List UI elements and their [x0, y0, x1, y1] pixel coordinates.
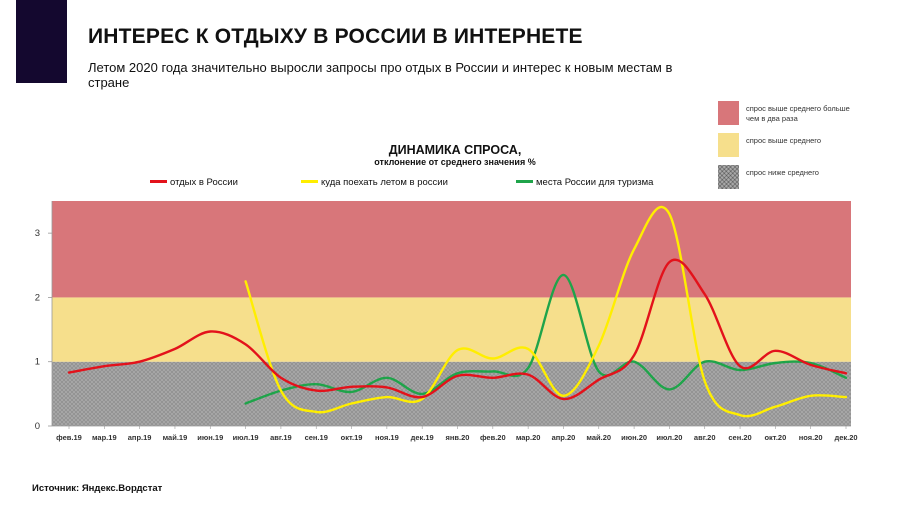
x-tick-label: май.20	[586, 433, 611, 442]
legend-line-green	[516, 179, 533, 183]
series-line-1	[244, 205, 848, 418]
x-tick-label: окт.19	[341, 433, 363, 442]
x-tick-label: авг.20	[694, 433, 716, 442]
chart-title: ДИНАМИКА СПРОСА,	[388, 143, 522, 157]
zone-label-above: спрос выше среднего	[746, 136, 821, 145]
page-subtitle: Летом 2020 года значительно выросли запр…	[88, 60, 673, 90]
x-tick-label: сен.20	[728, 433, 751, 442]
legend-item-mesta: места России для туризма	[516, 177, 653, 189]
x-tick-label: ноя.19	[375, 433, 399, 442]
x-tick-label: июл.19	[233, 433, 259, 442]
y-tick-label: 3	[35, 228, 40, 239]
legend-label-mesta: места России для туризма	[536, 177, 654, 188]
zone-label-high: спрос выше среднего больше чем в два раз…	[746, 104, 850, 123]
x-tick-label: апр.20	[552, 433, 576, 442]
x-tick-label: мар.19	[92, 433, 117, 442]
accent-bar	[16, 0, 67, 83]
zone-swatch-above	[718, 133, 739, 157]
x-tick-label: сен.19	[305, 433, 328, 442]
zone-legend-item-high: спрос выше среднего больше чем в два раз…	[718, 101, 898, 125]
page-title: ИНТЕРЕС К ОТДЫХУ В РОССИИ В ИНТЕРНЕТЕ	[88, 25, 583, 48]
x-tick-label: дек.19	[411, 433, 434, 442]
zones-legend: спрос выше среднего больше чем в два раз…	[718, 101, 898, 197]
zone-legend-item-below: спрос ниже среднего	[718, 165, 898, 189]
band-2	[52, 201, 851, 298]
source-note: Источник: Яндекс.Вордстат	[32, 483, 163, 494]
series-legend: отдых в России куда поехать летом в росс…	[0, 177, 900, 191]
x-tick-label: авг.19	[270, 433, 292, 442]
band-1	[52, 297, 851, 362]
x-tick-label: апр.19	[128, 433, 152, 442]
x-tick-label: ноя.20	[799, 433, 823, 442]
x-tick-label: фев.19	[56, 433, 82, 442]
y-tick-label: 2	[35, 292, 40, 303]
x-tick-label: июн.20	[621, 433, 647, 442]
x-tick-label: янв.20	[446, 433, 470, 442]
zone-label-below: спрос ниже среднего	[746, 168, 819, 177]
zone-swatch-high	[718, 101, 739, 125]
series-line-2	[244, 273, 848, 405]
x-tick-label: мар.20	[516, 433, 541, 442]
legend-item-kuda: куда поехать летом в россии	[301, 177, 448, 189]
series-line-0	[67, 258, 848, 401]
legend-label-otdyh: отдых в России	[170, 177, 238, 188]
legend-item-otdyh: отдых в России	[150, 177, 238, 189]
chart-subtitle: отклонение от среднего значения %	[374, 157, 536, 167]
x-tick-label: июл.20	[656, 433, 682, 442]
legend-line-yellow	[301, 179, 318, 183]
x-tick-label: май.19	[163, 433, 188, 442]
legend-line-red	[150, 179, 167, 183]
zone-swatch-below	[718, 165, 739, 189]
zone-legend-item-above: спрос выше среднего	[718, 133, 898, 157]
y-tick-label: 0	[35, 421, 40, 432]
legend-label-kuda: куда поехать летом в россии	[321, 177, 448, 188]
band-0	[52, 361, 851, 426]
x-tick-label: окт.20	[764, 433, 786, 442]
x-tick-label: фев.20	[480, 433, 506, 442]
y-tick-label: 1	[35, 357, 40, 368]
x-tick-label: июн.19	[197, 433, 223, 442]
x-tick-label: дек.20	[834, 433, 857, 442]
